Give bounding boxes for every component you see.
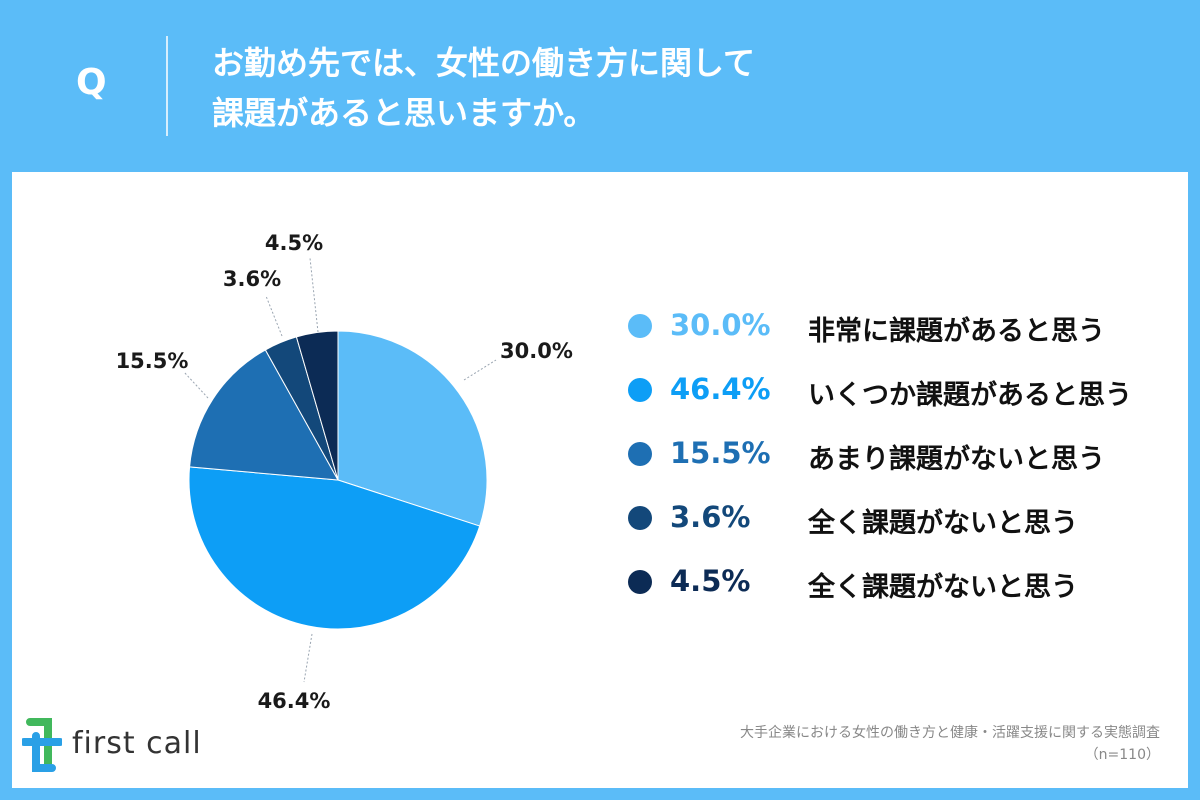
pie-chart: 30.0% 46.4% 15.5% 3.6% 4.5% [116,231,573,713]
legend-item-2: 46.4% いくつか課題があると思う [620,370,1180,434]
legend-percentage: 30.0% [670,308,771,342]
legend-item-4: 3.6% 全く課題がないと思う [620,498,1180,562]
question-line-2: 課題があると思いますか。 [212,94,596,132]
header-divider [166,36,168,136]
legend-label: 非常に課題があると思う [808,316,1105,347]
legend-color-dot [628,442,652,466]
pie-slice-1 [337,330,488,527]
question-title: お勤め先では、女性の働き方に関して 課題があると思いますか。 [212,38,755,138]
legend-label: 全く課題がないと思う [808,508,1078,539]
legend-item-5: 4.5% 全く課題がないと思う [620,562,1180,626]
leader-line-5 [309,257,319,333]
legend-item-3: 15.5% あまり課題がないと思う [620,434,1180,498]
legend-label: あまり課題がないと思う [808,444,1105,475]
data-label-3: 15.5% [116,349,189,373]
survey-source: 大手企業における女性の働き方と健康・活躍支援に関する実態調査 （n=110） [740,722,1160,766]
legend-color-dot [628,314,652,338]
data-label-5: 4.5% [265,231,323,255]
plus-cross-icon [22,718,62,772]
question-marker: Q [76,62,107,103]
data-label-4: 3.6% [223,267,281,291]
leader-line-4 [265,295,283,337]
pie-slice-5 [295,330,339,481]
data-label-2: 46.4% [258,689,331,713]
pie-slice-2 [188,466,481,630]
header-banner: Q お勤め先では、女性の働き方に関して 課題があると思いますか。 [0,0,1200,170]
brand-name: first call [72,726,202,761]
brand-logo: first call [22,714,242,778]
legend-percentage: 46.4% [670,372,771,406]
question-line-1: お勤め先では、女性の働き方に関して [212,44,756,82]
legend-item-1: 30.0% 非常に課題があると思う [620,306,1180,370]
legend-color-dot [628,570,652,594]
legend-color-dot [628,378,652,402]
legend-label: 全く課題がないと思う [808,572,1078,603]
chart-legend: 30.0% 非常に課題があると思う 46.4% いくつか課題があると思う 15.5% あま… [620,306,1180,626]
pie-slice-3 [189,349,339,481]
leader-line-3 [183,371,209,399]
source-title: 大手企業における女性の働き方と健康・活躍支援に関する実態調査 [740,725,1160,741]
legend-percentage: 3.6% [670,500,751,534]
legend-percentage: 4.5% [670,564,751,598]
data-label-1: 30.0% [500,339,573,363]
sample-size: （n=110） [1084,747,1160,763]
leader-line-2 [303,633,313,683]
chart-panel: 30.0% 46.4% 15.5% 3.6% 4.5% 30.0% 非常に課題があると思う… [12,172,1188,788]
legend-percentage: 15.5% [670,436,771,470]
leader-line-1 [463,359,497,381]
legend-color-dot [628,506,652,530]
legend-label: いくつか課題があると思う [808,380,1132,411]
